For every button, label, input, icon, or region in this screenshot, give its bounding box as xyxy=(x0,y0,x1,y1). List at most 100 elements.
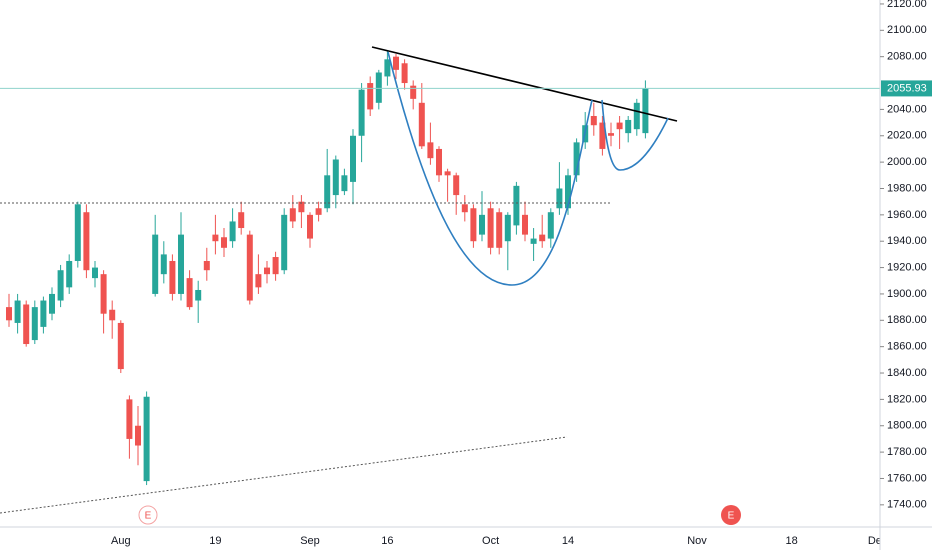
candle-body xyxy=(298,201,305,213)
y-tick-label: 1820.00 xyxy=(887,393,927,405)
x-tick-label: Nov xyxy=(687,535,707,547)
y-tick-label: 1780.00 xyxy=(887,446,927,458)
candle-body xyxy=(14,300,21,323)
trend-line xyxy=(0,436,568,514)
y-tick-label: 2120.00 xyxy=(887,0,927,10)
y-tick-label: 1960.00 xyxy=(887,209,927,221)
x-tick-label: 19 xyxy=(209,535,221,547)
candle-body xyxy=(186,278,193,308)
candle-body xyxy=(66,260,73,288)
candle-body xyxy=(126,399,133,439)
candle-body xyxy=(616,122,623,130)
candle-body xyxy=(522,214,528,235)
earnings-label: E xyxy=(728,511,735,522)
y-tick-label: 2000.00 xyxy=(887,156,927,168)
candle-body xyxy=(40,300,47,327)
candle-body xyxy=(565,175,571,209)
candle-body xyxy=(83,212,90,271)
y-tick-label: 1840.00 xyxy=(887,367,927,379)
resistance-line xyxy=(371,46,678,122)
candle-body xyxy=(539,234,546,242)
candle-body xyxy=(427,142,434,159)
candle-body xyxy=(23,304,30,345)
candle-body xyxy=(229,221,236,242)
earnings-marker[interactable] xyxy=(721,505,741,525)
candle-body xyxy=(117,322,124,370)
candle-body xyxy=(530,238,537,244)
candle-body xyxy=(31,307,38,341)
candle-body xyxy=(470,208,477,242)
candle-body xyxy=(221,237,227,248)
handle-curve xyxy=(601,99,669,171)
candle-body xyxy=(74,204,81,261)
candle-body xyxy=(367,83,374,110)
candle-body xyxy=(195,289,202,301)
candle-body xyxy=(57,270,64,301)
earnings-label: E xyxy=(145,511,152,522)
candle-body xyxy=(625,119,632,134)
candle-body xyxy=(410,85,417,99)
y-tick-label: 2100.00 xyxy=(887,24,927,36)
candle-body xyxy=(418,102,425,147)
candle-body xyxy=(642,88,649,134)
y-tick-label: 1860.00 xyxy=(887,341,927,353)
candle-body xyxy=(212,234,219,242)
candle-body xyxy=(487,208,494,248)
candle-body xyxy=(358,89,365,136)
candle-body xyxy=(556,188,563,209)
candle-body xyxy=(453,175,460,196)
candle-body xyxy=(255,274,262,288)
candle-body xyxy=(633,102,640,130)
candle-body xyxy=(401,63,408,84)
candle-body xyxy=(264,267,270,275)
candle-body xyxy=(92,267,98,279)
candle-body xyxy=(169,260,176,294)
candle-body xyxy=(203,260,210,271)
y-tick-label: 1800.00 xyxy=(887,420,927,432)
candle-body xyxy=(109,309,116,321)
x-tick-label: Aug xyxy=(111,535,131,547)
candle-body xyxy=(143,396,150,482)
candle-body xyxy=(272,257,279,275)
candle-body xyxy=(461,204,468,213)
candle-body xyxy=(289,208,296,222)
candle-body xyxy=(49,293,55,314)
y-tick-label: 1900.00 xyxy=(887,288,927,300)
candle-body xyxy=(496,212,503,248)
candle-body xyxy=(178,234,184,294)
candle-body xyxy=(100,274,107,314)
candle-body xyxy=(246,234,253,301)
candle-body xyxy=(332,159,339,196)
x-tick-label: 14 xyxy=(562,535,574,547)
candle-body xyxy=(160,254,167,275)
candle-body xyxy=(393,56,399,70)
y-tick-label: 1740.00 xyxy=(887,499,927,511)
candle-body xyxy=(444,171,451,176)
candle-body xyxy=(281,214,288,271)
candle-body xyxy=(547,212,554,239)
candle-body xyxy=(599,122,606,149)
last-price-tag xyxy=(881,80,932,97)
earnings-marker[interactable] xyxy=(138,505,158,525)
y-tick-label: 1880.00 xyxy=(887,314,927,326)
x-tick-label: Oct xyxy=(482,535,499,547)
candle-body xyxy=(504,214,511,242)
candle-body xyxy=(315,208,322,215)
y-tick-label: 1940.00 xyxy=(887,235,927,247)
candle-body xyxy=(375,72,382,103)
y-tick-label: 1760.00 xyxy=(887,472,927,484)
candle-body xyxy=(238,212,245,229)
last-price-label: 2055.93 xyxy=(887,82,927,94)
x-tick-label: Sep xyxy=(300,535,320,547)
candle-body xyxy=(573,142,580,176)
y-tick-label: 1920.00 xyxy=(887,261,927,273)
candle-body xyxy=(384,59,391,77)
y-tick-label: 2020.00 xyxy=(887,130,927,142)
x-tick-label: 16 xyxy=(381,535,393,547)
x-tick-label: 18 xyxy=(785,535,797,547)
candle-body xyxy=(608,133,614,136)
candle-body xyxy=(513,185,520,226)
candle-body xyxy=(152,234,159,294)
